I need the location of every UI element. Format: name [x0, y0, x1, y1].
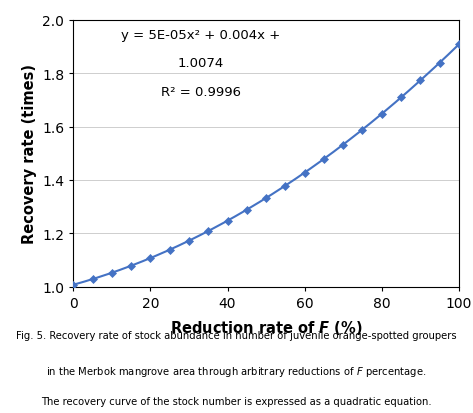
Text: y = 5E-05x² + 0.004x +: y = 5E-05x² + 0.004x + — [121, 28, 280, 42]
Text: in the Merbok mangrove area through arbitrary reductions of $\it{F}$ percentage.: in the Merbok mangrove area through arbi… — [46, 364, 427, 378]
Text: Fig. 5. Recovery rate of stock abundance in number of juvenile orange-spotted gr: Fig. 5. Recovery rate of stock abundance… — [16, 330, 457, 340]
Text: 1.0074: 1.0074 — [177, 57, 224, 69]
X-axis label: Reduction rate of $\bfit{F}$ (%): Reduction rate of $\bfit{F}$ (%) — [170, 318, 362, 336]
Text: R² = 0.9996: R² = 0.9996 — [160, 86, 241, 99]
Y-axis label: Recovery rate (times): Recovery rate (times) — [22, 64, 36, 244]
Text: The recovery curve of the stock number is expressed as a quadratic equation.: The recovery curve of the stock number i… — [41, 396, 432, 406]
